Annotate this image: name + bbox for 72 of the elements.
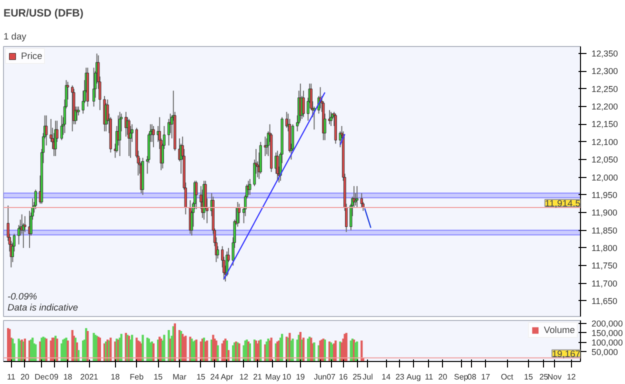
bar: [168, 330, 170, 362]
x-tick-label: 16: [338, 372, 348, 382]
x-tick-label: 07: [326, 372, 336, 382]
annotation: Data is indicative: [8, 302, 78, 312]
x-tick-label: 2021: [80, 372, 99, 382]
x-tick-label: Dec: [34, 372, 49, 382]
y-tick-label: 50,000: [592, 346, 618, 357]
x-tick-label: 11: [424, 372, 434, 382]
ref-line-label: 19,167: [552, 348, 580, 359]
legend-label: Price: [21, 51, 42, 61]
x-tick-label: Jul: [362, 372, 374, 382]
x-tick-label: 15: [196, 372, 206, 382]
candlestick: [152, 126, 155, 148]
y-tick-label: 12,150: [592, 119, 618, 130]
x-tick-label: Feb: [130, 372, 144, 382]
y-tick-label: 12,050: [592, 154, 618, 165]
x-tick-label: Apr: [220, 372, 234, 382]
bar: [216, 345, 219, 362]
x-tick-label: 25: [352, 372, 362, 382]
ref-line-label: 11,914.5: [544, 198, 581, 208]
x-tick-label: 15: [524, 372, 534, 382]
x-tick-label: 12: [239, 372, 249, 382]
x-tick-label: 17: [481, 372, 491, 382]
candlestick: [248, 178, 252, 196]
x-tick-label: 21: [253, 372, 263, 382]
y-tick-label: 11,850: [592, 225, 618, 236]
x-tick-label: 18: [110, 372, 120, 382]
bar: [142, 334, 144, 362]
bar: [66, 340, 69, 362]
x-tick-label: Mar: [172, 372, 187, 382]
x-tick-label: 24: [210, 372, 220, 382]
candlestick: [195, 180, 198, 210]
x-tick-label: 08: [467, 372, 477, 382]
x-tick-label: Aug: [406, 372, 421, 382]
x-tick-label: Nov: [547, 372, 562, 382]
x-tick-label: Oct: [500, 372, 514, 382]
y-tick-label: 11,800: [592, 242, 618, 253]
x-tick-label: 10: [282, 372, 292, 382]
x-tick-label: 15: [154, 372, 164, 382]
y-tick-label: 12,100: [592, 136, 618, 147]
y-tick-label: 200,000: [592, 318, 623, 328]
x-tick-label: 11: [7, 372, 16, 382]
x-tick-label: 25: [539, 372, 549, 382]
x-tick-label: 12: [566, 372, 576, 382]
y-tick-label: 12,200: [592, 102, 618, 112]
bar: [163, 334, 166, 362]
y-tick-label: 11,750: [592, 260, 618, 271]
y-tick-label: 12,300: [592, 66, 618, 76]
y-tick-label: 11,950: [592, 190, 618, 200]
x-tick-label: May: [265, 372, 280, 382]
chart-title: EUR/USD (DFB): [4, 8, 84, 20]
y-tick-label: 11,650: [592, 296, 618, 306]
x-tick-label: 23: [395, 372, 405, 382]
x-tick-label: Jun: [314, 372, 327, 382]
x-tick-label: 20: [438, 372, 448, 382]
x-tick-label: 09: [50, 372, 60, 382]
y-tick-label: 12,000: [592, 172, 618, 182]
y-tick-label: 150,000: [592, 328, 623, 338]
y-tick-label: 11,700: [592, 278, 618, 288]
chart-subtitle: 1 day: [4, 32, 27, 42]
candlestick: [118, 111, 122, 157]
x-tick-label: 20: [20, 372, 30, 382]
y-tick-label: 100,000: [592, 337, 623, 348]
y-tick-label: 12,350: [592, 48, 618, 59]
x-tick-label: 14: [382, 372, 392, 382]
x-tick-label: 19: [296, 372, 306, 382]
annotation: -0.09%: [8, 292, 38, 302]
x-tick-label: 18: [63, 372, 73, 382]
legend-label: Volume: [544, 325, 575, 335]
y-tick-label: 11,900: [592, 208, 618, 218]
x-tick-label: Sep: [454, 372, 469, 382]
y-tick-label: 12,250: [592, 84, 618, 94]
